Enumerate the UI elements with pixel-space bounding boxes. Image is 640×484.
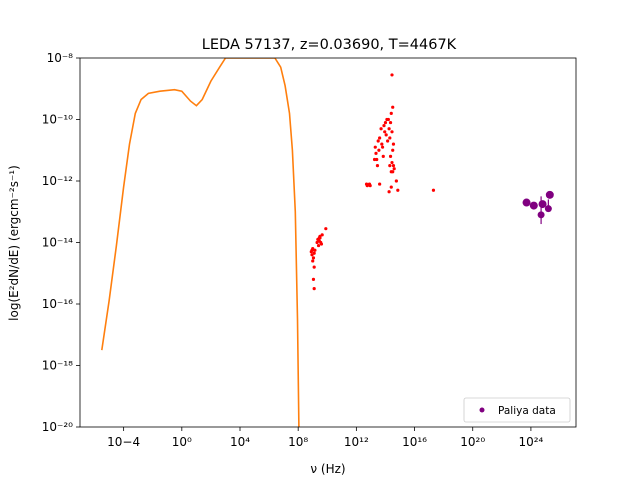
- observed-point: [312, 251, 316, 255]
- paliya-point: [545, 190, 554, 199]
- legend-box: [463, 397, 571, 423]
- observed-point: [386, 139, 390, 143]
- y-tick-label: 10⁻⁸: [47, 51, 74, 65]
- observed-point: [390, 130, 394, 134]
- observed-point: [391, 164, 396, 168]
- observed-point: [383, 130, 387, 134]
- observed-point: [377, 148, 381, 152]
- observed-point: [379, 127, 383, 131]
- observed-point: [389, 111, 393, 115]
- y-axis-label: log(E²dN/dE) (ergcm⁻²s⁻¹): [7, 165, 21, 321]
- paliya-point: [529, 201, 538, 210]
- observed-point: [391, 105, 395, 109]
- x-tick-label: 10⁴: [230, 435, 250, 449]
- observed-point: [382, 124, 386, 128]
- y-tick-label: 10⁻²⁰: [42, 420, 73, 434]
- observed-point: [319, 242, 324, 246]
- observed-point: [374, 151, 378, 155]
- legend: Paliya data: [463, 397, 571, 423]
- observed-point: [384, 133, 388, 137]
- observed-point: [390, 73, 394, 77]
- observed-point: [311, 277, 316, 281]
- observed-point: [324, 227, 328, 231]
- observed-point: [375, 164, 380, 168]
- observed-point: [312, 287, 316, 291]
- observed-point: [392, 167, 396, 171]
- observed-point: [390, 160, 394, 165]
- observed-point: [389, 185, 393, 189]
- observed-point: [391, 148, 395, 152]
- observed-point: [312, 265, 316, 269]
- observed-point: [383, 120, 388, 125]
- observed-point: [431, 188, 436, 192]
- paliya-point: [544, 205, 552, 213]
- observed-point: [311, 256, 316, 260]
- observed-point: [386, 117, 390, 122]
- observed-point: [394, 179, 398, 183]
- observed-point: [387, 190, 391, 194]
- observed-point: [380, 145, 385, 149]
- x-tick-label: 10−4: [107, 435, 140, 449]
- y-tick-label: 10⁻¹⁸: [42, 359, 73, 373]
- x-tick-label: 10⁰: [172, 435, 192, 449]
- observed-point: [378, 182, 382, 186]
- legend-label-paliya: Paliya data: [498, 405, 556, 417]
- observed-point: [376, 139, 380, 143]
- legend-marker-paliya: [479, 407, 485, 413]
- observed-point: [391, 142, 396, 146]
- observed-point: [380, 142, 384, 146]
- x-tick-label: 10¹²: [344, 435, 369, 449]
- observed-point: [388, 136, 392, 140]
- paliya-point: [537, 211, 545, 219]
- observed-point: [378, 136, 382, 140]
- observed-point: [310, 248, 314, 252]
- observed-point: [387, 127, 391, 131]
- chart-title: LEDA 57137, z=0.03690, T=4467K: [202, 37, 457, 53]
- y-tick-label: 10⁻¹⁴: [42, 236, 73, 250]
- model-curve: [101, 58, 300, 427]
- observed-point: [388, 120, 393, 125]
- observed-point: [373, 145, 377, 149]
- observed-point: [317, 236, 321, 240]
- observed-point: [313, 248, 317, 252]
- y-tick-label: 10⁻¹⁰: [42, 113, 73, 127]
- observed-point: [388, 164, 392, 168]
- observed-point: [320, 233, 324, 237]
- x-tick-label: 10⁸: [288, 435, 308, 449]
- observed-point: [368, 184, 372, 188]
- x-tick-label: 10²⁴: [518, 435, 543, 449]
- x-axis-label: ν (Hz): [310, 462, 345, 476]
- observed-point: [311, 259, 315, 263]
- observed-point: [391, 170, 395, 174]
- y-tick-label: 10⁻¹⁶: [42, 297, 73, 311]
- paliya-point: [538, 200, 547, 209]
- paliya-point: [522, 198, 531, 207]
- series-layer: [101, 58, 554, 427]
- ticks-layer: 10−4 10⁰ 10⁴ 10⁸ 10¹² 10¹⁶ 10²⁰ 10²⁴ 10⁻²⁰ 10⁻¹⁸ 1…: [42, 51, 544, 449]
- plot-frame: [79, 57, 577, 428]
- x-tick-label: 10¹⁶: [402, 435, 427, 449]
- x-tick-label: 10²⁰: [460, 435, 485, 449]
- observed-point: [316, 243, 321, 248]
- observed-point: [396, 188, 400, 192]
- observed-point: [372, 157, 377, 162]
- observed-point: [388, 154, 393, 158]
- observed-point: [381, 154, 385, 158]
- y-tick-label: 10⁻¹²: [42, 174, 73, 188]
